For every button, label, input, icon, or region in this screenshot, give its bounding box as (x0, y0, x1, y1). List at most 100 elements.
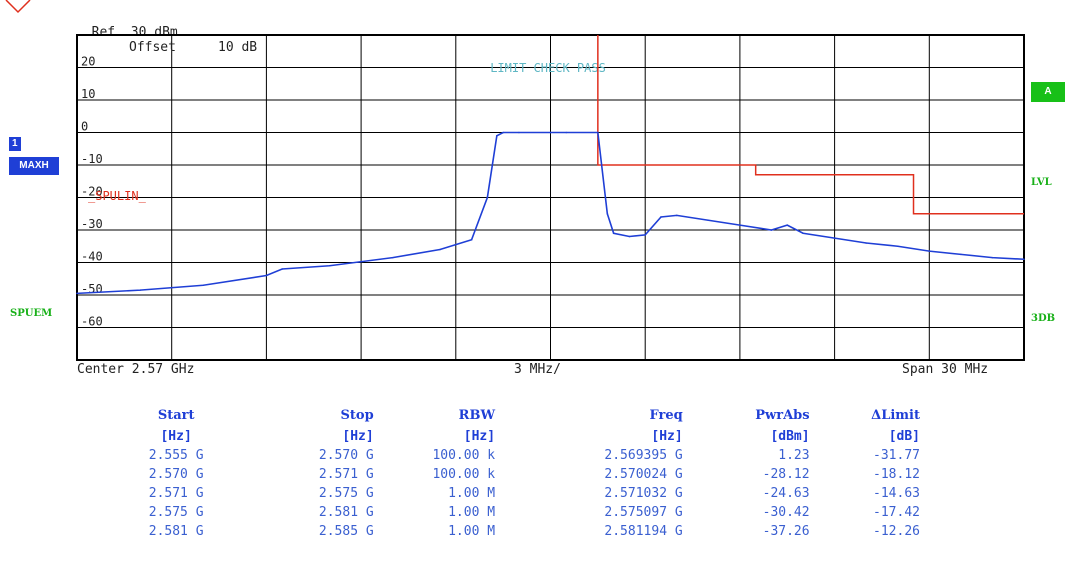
table-cell: 1.00 M (448, 505, 496, 520)
trace-point (612, 232, 615, 235)
trace-point (281, 268, 283, 270)
table-row: 2.571 G 2.575 G 1.00 M 2.571032 G -24.63 -14.… (100, 484, 920, 503)
trace-point (202, 284, 205, 287)
offset-label: Offset (129, 40, 176, 55)
trace-point (76, 292, 78, 295)
trace-point (896, 245, 899, 248)
table-cell: 2.555 G (148, 448, 204, 463)
offset-value: 10 dB (218, 40, 257, 55)
table-cell: -28.12 (762, 467, 810, 482)
table-cell: 100.00 k (432, 467, 496, 482)
table-cell: 2.570024 G (604, 467, 683, 482)
trace-1 (76, 131, 1025, 295)
table-cell: 2.581 G (148, 524, 204, 539)
table-cell: 1.00 M (448, 486, 496, 501)
table-cell: -14.63 (873, 486, 920, 501)
trace-point (139, 289, 141, 291)
trace-point (265, 274, 268, 277)
limit-check-status: LIMIT CHECK PASS (490, 61, 606, 75)
y-tick-label: -40 (81, 250, 103, 264)
table-row: 2.555 G 2.570 G 100.00 k 2.569395 G 1.23 -31.… (100, 446, 920, 465)
table-cell: 2.575097 G (604, 505, 683, 520)
spurious-emission-table: Start Stop RBW Freq PwrAbs ΔLimit [Hz] [Hz] [Hz]… (100, 404, 920, 541)
table-cell: Stop (340, 407, 374, 423)
table-cell: [Hz] (651, 428, 683, 444)
center-frequency: Center 2.57 GHz (77, 362, 195, 377)
trace-point (391, 256, 394, 259)
trace-line (76, 131, 1025, 295)
trace-a-badge: A (1031, 82, 1065, 102)
spulin-label: _SPULIN_ (88, 189, 147, 203)
y-tick-label: -10 (81, 152, 103, 166)
table-cell: [dBm] (770, 428, 810, 444)
y-tick-label: -20 (81, 185, 103, 199)
trace-point (960, 253, 962, 256)
table-cell: 2.571 G (318, 467, 374, 482)
trace-point (675, 214, 678, 217)
table-cell: -18.12 (873, 467, 920, 482)
y-tick-label: 20 (81, 55, 95, 69)
table-row: 2.575 G 2.581 G 1.00 M 2.575097 G -30.42 -17.… (100, 503, 920, 522)
trace-point (707, 219, 710, 222)
trace-point (439, 248, 441, 251)
trace-point (770, 229, 773, 231)
table-cell: 2.569395 G (604, 448, 683, 463)
table-cell: -31.77 (873, 448, 920, 463)
table-cell: 2.575 G (318, 486, 374, 501)
spectrum-plot: 20 10 0 -10 -20 -30 -40 -50 -60 Offset 10 dB LIM… (76, 34, 1025, 361)
3db-label: 3DB (1031, 313, 1056, 324)
table-cell: -12.26 (873, 524, 920, 539)
y-tick-label: 10 (81, 87, 95, 101)
trace-point (565, 131, 568, 134)
spuem-label: SPUEM (10, 308, 53, 319)
table-cell: -17.42 (873, 505, 920, 520)
table-cell: 1.23 (778, 448, 810, 463)
trace-point (802, 232, 804, 235)
table-cell: 2.585 G (318, 524, 374, 539)
trace-point (470, 238, 473, 241)
table-cell: 2.581194 G (604, 524, 683, 539)
table-cell: Freq (649, 407, 683, 423)
trace-point (928, 250, 931, 252)
table-cell: 2.581 G (318, 505, 374, 520)
table-header-row: Start Stop RBW Freq PwrAbs ΔLimit (100, 404, 920, 426)
frequency-per-div: 3 MHz/ (514, 362, 561, 377)
trace-point (865, 242, 867, 244)
trace-point (660, 216, 662, 218)
span-frequency: Span 30 MHz (902, 362, 989, 377)
table-cell: RBW (458, 407, 496, 423)
trace-point (1023, 258, 1025, 261)
table-cell: ΔLimit (871, 407, 920, 423)
table-cell: [Hz] (342, 428, 374, 444)
table-cell: 1.00 M (448, 524, 496, 539)
table-cell: [Hz] (160, 428, 192, 444)
y-tick-label: 0 (81, 120, 88, 134)
limit-line (597, 35, 1024, 215)
table-cell: 2.571 G (148, 486, 204, 501)
table-cell: [Hz] (463, 428, 496, 444)
marker-icon (5, 0, 31, 14)
y-tick-labels: 20 10 0 -10 -20 -30 -40 -50 -60 (77, 55, 103, 329)
trace-point (502, 131, 504, 134)
table-row: 2.581 G 2.585 G 1.00 M 2.581194 G -37.26 -12.… (100, 522, 920, 541)
trace-point (496, 134, 498, 137)
table-row: 2.570 G 2.571 G 100.00 k 2.570024 G -28.12 -1… (100, 465, 920, 484)
lvl-label: LVL (1031, 177, 1052, 188)
table-cell: 2.570 G (148, 467, 204, 482)
trace-point (597, 131, 599, 134)
trace-point (486, 196, 489, 199)
table-cell: -37.26 (762, 524, 810, 539)
table-cell: 100.00 k (432, 448, 496, 463)
table-cell: Start (157, 407, 195, 423)
trace-point (606, 212, 609, 215)
trace-point (991, 256, 994, 259)
y-tick-label: -50 (81, 282, 103, 296)
table-cell: -30.42 (762, 505, 810, 520)
trace-point (549, 131, 552, 134)
table-cell: PwrAbs (755, 407, 810, 423)
trace-point (786, 224, 789, 226)
trace-point (518, 131, 520, 134)
trace-mode-badge: MAXH (9, 157, 59, 175)
trace-number-badge: 1 (9, 137, 21, 151)
table-cell: 2.571032 G (604, 486, 683, 501)
